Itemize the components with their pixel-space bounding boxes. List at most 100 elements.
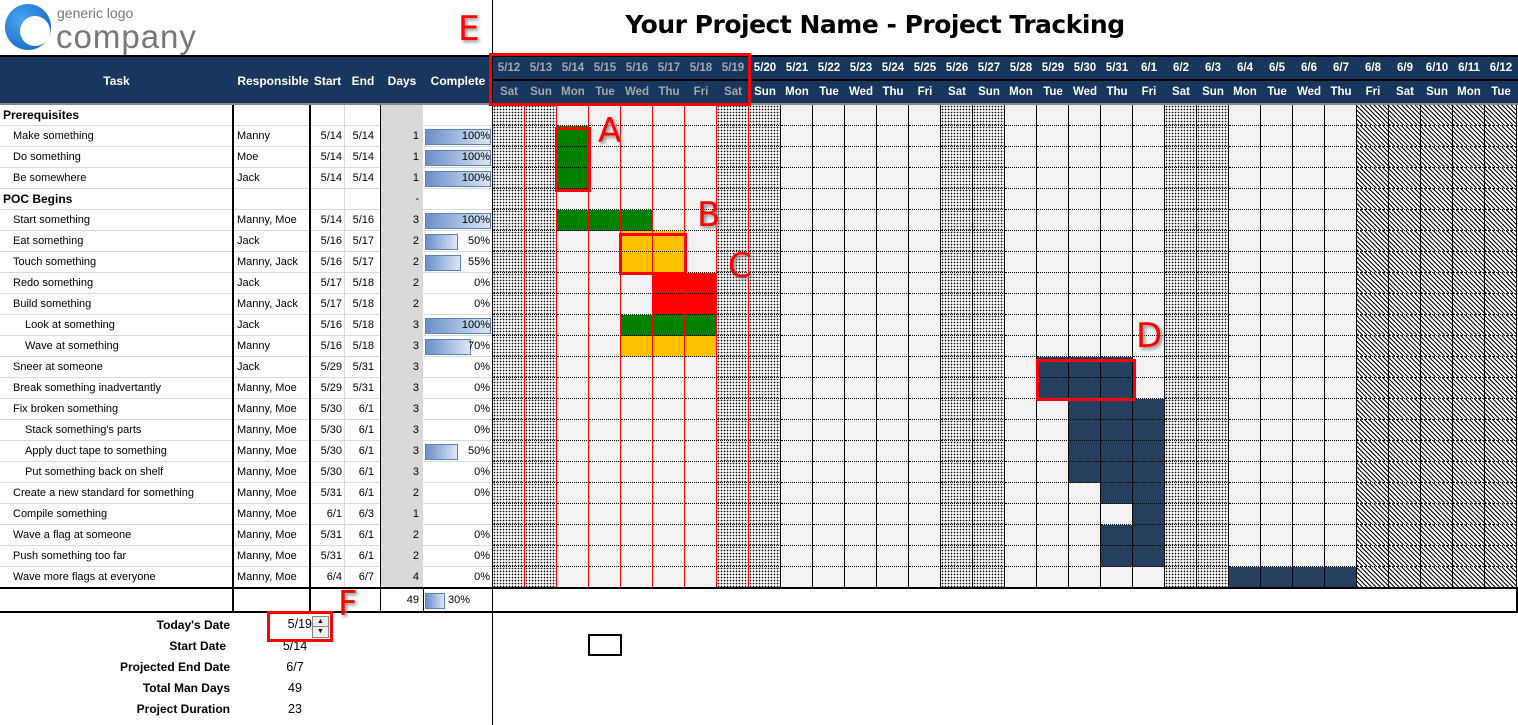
gantt-cell[interactable] xyxy=(557,399,589,420)
gantt-cell[interactable] xyxy=(557,441,589,462)
gantt-bar-planned[interactable] xyxy=(1293,567,1325,588)
gantt-bar-in-progress[interactable] xyxy=(685,336,717,357)
gantt-cell[interactable] xyxy=(1261,105,1293,126)
gantt-cell[interactable] xyxy=(1485,504,1517,525)
gantt-cell[interactable] xyxy=(1133,189,1165,210)
task-end[interactable]: 6/1 xyxy=(358,445,374,457)
header-responsible[interactable]: Responsible xyxy=(237,74,309,88)
gantt-cell[interactable] xyxy=(941,546,973,567)
gantt-cell[interactable] xyxy=(845,441,877,462)
gantt-cell[interactable] xyxy=(1421,294,1453,315)
gantt-cell[interactable] xyxy=(909,441,941,462)
gantt-cell[interactable] xyxy=(1357,126,1389,147)
gantt-cell[interactable] xyxy=(1293,378,1325,399)
header-end[interactable]: End xyxy=(351,74,375,88)
gantt-cell[interactable] xyxy=(525,567,557,588)
gantt-cell[interactable] xyxy=(685,399,717,420)
gantt-cell[interactable] xyxy=(813,462,845,483)
gantt-cell[interactable] xyxy=(973,126,1005,147)
gantt-cell[interactable] xyxy=(781,546,813,567)
gantt-cell[interactable] xyxy=(685,378,717,399)
task-name[interactable]: Redo something xyxy=(13,277,94,289)
gantt-cell[interactable] xyxy=(1357,168,1389,189)
gantt-cell[interactable] xyxy=(493,315,525,336)
gantt-bar-overdue[interactable] xyxy=(685,294,717,315)
gantt-cell[interactable] xyxy=(653,483,685,504)
gantt-cell[interactable] xyxy=(973,252,1005,273)
gantt-cell[interactable] xyxy=(845,126,877,147)
task-start[interactable]: 5/31 xyxy=(320,487,342,499)
gantt-cell[interactable] xyxy=(1133,105,1165,126)
gantt-cell[interactable] xyxy=(1293,483,1325,504)
gantt-cell[interactable] xyxy=(973,231,1005,252)
gantt-cell[interactable] xyxy=(1069,273,1101,294)
gantt-cell[interactable] xyxy=(589,231,621,252)
task-name[interactable]: Wave more flags at everyone xyxy=(13,571,156,583)
gantt-cell[interactable] xyxy=(1485,273,1517,294)
gantt-cell[interactable] xyxy=(1069,294,1101,315)
gantt-cell[interactable] xyxy=(493,189,525,210)
gantt-cell[interactable] xyxy=(653,567,685,588)
gantt-cell[interactable] xyxy=(1357,231,1389,252)
gantt-cell[interactable] xyxy=(1037,441,1069,462)
gantt-cell[interactable] xyxy=(1389,252,1421,273)
gantt-bar-planned[interactable] xyxy=(1101,441,1133,462)
gantt-cell[interactable] xyxy=(1453,399,1485,420)
gantt-cell[interactable] xyxy=(1229,189,1261,210)
task-end[interactable]: 6/1 xyxy=(358,487,374,499)
gantt-cell[interactable] xyxy=(589,189,621,210)
gantt-cell[interactable] xyxy=(525,252,557,273)
gantt-cell[interactable] xyxy=(941,357,973,378)
gantt-cell[interactable] xyxy=(525,462,557,483)
gantt-cell[interactable] xyxy=(909,210,941,231)
gantt-cell[interactable] xyxy=(589,294,621,315)
gantt-cell[interactable] xyxy=(781,378,813,399)
gantt-cell[interactable] xyxy=(1069,168,1101,189)
gantt-bar-planned[interactable] xyxy=(1101,399,1133,420)
gantt-cell[interactable] xyxy=(1357,525,1389,546)
gantt-cell[interactable] xyxy=(1133,294,1165,315)
task-start[interactable]: 5/14 xyxy=(320,130,342,142)
gantt-cell[interactable] xyxy=(941,126,973,147)
gantt-cell[interactable] xyxy=(525,273,557,294)
gantt-cell[interactable] xyxy=(813,231,845,252)
gantt-cell[interactable] xyxy=(1101,168,1133,189)
gantt-cell[interactable] xyxy=(621,462,653,483)
task-end[interactable]: 6/1 xyxy=(358,529,374,541)
gantt-cell[interactable] xyxy=(1197,273,1229,294)
gantt-cell[interactable] xyxy=(493,525,525,546)
gantt-cell[interactable] xyxy=(621,294,653,315)
gantt-cell[interactable] xyxy=(1101,189,1133,210)
task-start[interactable]: 5/16 xyxy=(320,235,342,247)
gantt-cell[interactable] xyxy=(621,441,653,462)
gantt-cell[interactable] xyxy=(1261,210,1293,231)
gantt-cell[interactable] xyxy=(1453,525,1485,546)
gantt-cell[interactable] xyxy=(1261,546,1293,567)
gantt-cell[interactable] xyxy=(973,378,1005,399)
gantt-cell[interactable] xyxy=(1101,273,1133,294)
gantt-cell[interactable] xyxy=(1037,273,1069,294)
gantt-cell[interactable] xyxy=(1453,504,1485,525)
gantt-cell[interactable] xyxy=(941,567,973,588)
gantt-cell[interactable] xyxy=(1197,441,1229,462)
gantt-cell[interactable] xyxy=(653,105,685,126)
gantt-cell[interactable] xyxy=(493,483,525,504)
gantt-cell[interactable] xyxy=(1485,378,1517,399)
gantt-cell[interactable] xyxy=(525,168,557,189)
task-name[interactable]: Be somewhere xyxy=(13,172,87,184)
gantt-cell[interactable] xyxy=(941,441,973,462)
gantt-cell[interactable] xyxy=(1133,567,1165,588)
task-end[interactable]: 5/14 xyxy=(352,172,374,184)
gantt-cell[interactable] xyxy=(717,210,749,231)
gantt-cell[interactable] xyxy=(845,462,877,483)
task-responsible[interactable]: Manny, Moe xyxy=(237,403,297,415)
gantt-cell[interactable] xyxy=(1389,231,1421,252)
gantt-cell[interactable] xyxy=(1389,399,1421,420)
gantt-cell[interactable] xyxy=(1421,147,1453,168)
gantt-cell[interactable] xyxy=(1261,504,1293,525)
gantt-cell[interactable] xyxy=(557,357,589,378)
gantt-cell[interactable] xyxy=(1005,147,1037,168)
gantt-cell[interactable] xyxy=(493,441,525,462)
gantt-cell[interactable] xyxy=(621,420,653,441)
gantt-cell[interactable] xyxy=(1005,399,1037,420)
